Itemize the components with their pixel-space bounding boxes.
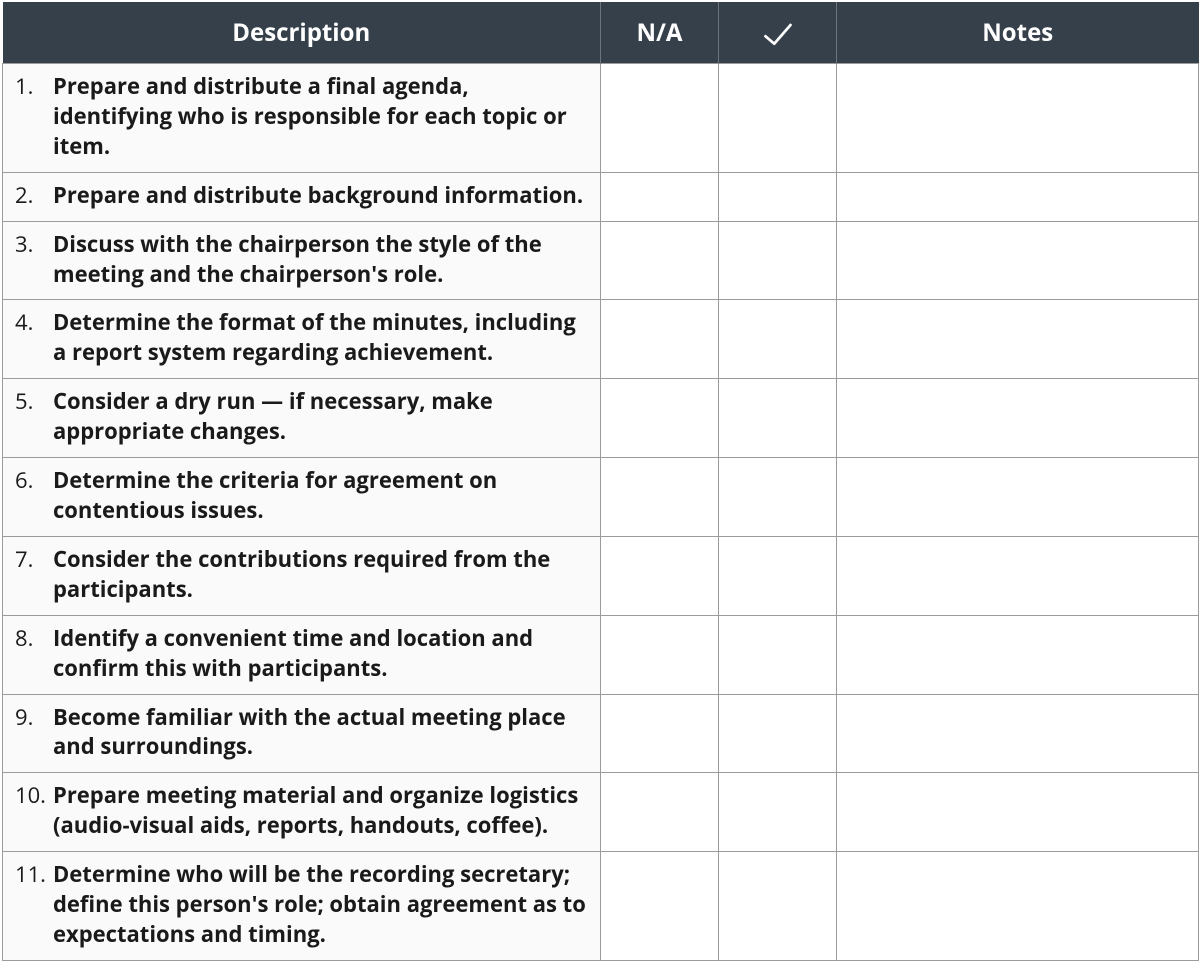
cell-na[interactable]	[601, 694, 719, 773]
table-row: 10.Prepare meeting material and organize…	[3, 773, 1199, 852]
table-row: 4.Determine the format of the minutes, i…	[3, 300, 1199, 379]
cell-notes[interactable]	[837, 221, 1199, 300]
cell-notes[interactable]	[837, 536, 1199, 615]
cell-notes[interactable]	[837, 615, 1199, 694]
row-text: Consider a dry run — if necessary, make …	[53, 387, 590, 447]
row-number: 5.	[13, 387, 53, 417]
check-icon	[763, 16, 793, 49]
row-text: Determine the criteria for agreement on …	[53, 466, 590, 526]
cell-check[interactable]	[719, 172, 837, 221]
cell-na[interactable]	[601, 172, 719, 221]
row-text: Prepare and distribute background inform…	[53, 181, 590, 211]
col-header-na: N/A	[601, 2, 719, 64]
cell-notes[interactable]	[837, 172, 1199, 221]
cell-check[interactable]	[719, 615, 837, 694]
cell-check[interactable]	[719, 694, 837, 773]
cell-na[interactable]	[601, 458, 719, 537]
cell-na[interactable]	[601, 536, 719, 615]
cell-description: 8.Identify a convenient time and locatio…	[3, 615, 601, 694]
cell-check[interactable]	[719, 536, 837, 615]
table-header-row: Description N/A Notes	[3, 2, 1199, 64]
row-text: Determine the format of the minutes, inc…	[53, 308, 590, 368]
cell-check[interactable]	[719, 773, 837, 852]
cell-description: 3.Discuss with the chairperson the style…	[3, 221, 601, 300]
cell-description: 10.Prepare meeting material and organize…	[3, 773, 601, 852]
cell-description: 4.Determine the format of the minutes, i…	[3, 300, 601, 379]
row-number: 4.	[13, 308, 53, 338]
checklist-table: Description N/A Notes 1.Prepare and dist…	[2, 2, 1199, 961]
row-number: 9.	[13, 703, 53, 733]
cell-check[interactable]	[719, 458, 837, 537]
table-row: 8.Identify a convenient time and locatio…	[3, 615, 1199, 694]
table-row: 5.Consider a dry run — if necessary, mak…	[3, 379, 1199, 458]
cell-na[interactable]	[601, 221, 719, 300]
cell-na[interactable]	[601, 379, 719, 458]
cell-description: 1.Prepare and distribute a final agenda,…	[3, 64, 601, 173]
cell-notes[interactable]	[837, 773, 1199, 852]
cell-notes[interactable]	[837, 379, 1199, 458]
table-row: 9.Become familiar with the actual meetin…	[3, 694, 1199, 773]
row-text: Discuss with the chairperson the style o…	[53, 230, 590, 290]
table-row: 3.Discuss with the chairperson the style…	[3, 221, 1199, 300]
cell-na[interactable]	[601, 852, 719, 961]
cell-check[interactable]	[719, 379, 837, 458]
cell-na[interactable]	[601, 615, 719, 694]
table-row: 11.Determine who will be the recording s…	[3, 852, 1199, 961]
table-row: 7.Consider the contributions required fr…	[3, 536, 1199, 615]
cell-na[interactable]	[601, 773, 719, 852]
table-row: 6.Determine the criteria for agreement o…	[3, 458, 1199, 537]
cell-description: 7.Consider the contributions required fr…	[3, 536, 601, 615]
cell-notes[interactable]	[837, 64, 1199, 173]
row-text: Consider the contributions required from…	[53, 545, 590, 605]
row-text: Prepare and distribute a final agenda, i…	[53, 72, 590, 162]
col-header-description: Description	[3, 2, 601, 64]
cell-na[interactable]	[601, 300, 719, 379]
cell-check[interactable]	[719, 300, 837, 379]
cell-check[interactable]	[719, 221, 837, 300]
cell-description: 5.Consider a dry run — if necessary, mak…	[3, 379, 601, 458]
cell-description: 9.Become familiar with the actual meetin…	[3, 694, 601, 773]
cell-check[interactable]	[719, 64, 837, 173]
cell-description: 11.Determine who will be the recording s…	[3, 852, 601, 961]
cell-na[interactable]	[601, 64, 719, 173]
row-number: 11.	[13, 860, 53, 890]
row-number: 8.	[13, 624, 53, 654]
cell-description: 2.Prepare and distribute background info…	[3, 172, 601, 221]
row-text: Become familiar with the actual meeting …	[53, 703, 590, 763]
row-number: 3.	[13, 230, 53, 260]
table-body: 1.Prepare and distribute a final agenda,…	[3, 64, 1199, 961]
table-row: 2.Prepare and distribute background info…	[3, 172, 1199, 221]
row-text: Prepare meeting material and organize lo…	[53, 781, 590, 841]
cell-notes[interactable]	[837, 458, 1199, 537]
row-text: Identify a convenient time and location …	[53, 624, 590, 684]
cell-notes[interactable]	[837, 300, 1199, 379]
col-header-notes: Notes	[837, 2, 1199, 64]
col-header-check	[719, 2, 837, 64]
cell-notes[interactable]	[837, 694, 1199, 773]
cell-notes[interactable]	[837, 852, 1199, 961]
table-row: 1.Prepare and distribute a final agenda,…	[3, 64, 1199, 173]
cell-description: 6.Determine the criteria for agreement o…	[3, 458, 601, 537]
row-number: 1.	[13, 72, 53, 102]
row-number: 6.	[13, 466, 53, 496]
row-number: 7.	[13, 545, 53, 575]
row-number: 10.	[13, 781, 53, 811]
row-number: 2.	[13, 181, 53, 211]
cell-check[interactable]	[719, 852, 837, 961]
